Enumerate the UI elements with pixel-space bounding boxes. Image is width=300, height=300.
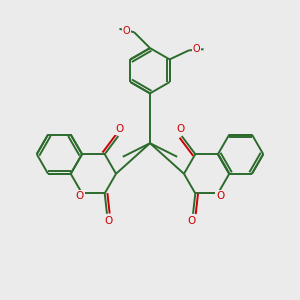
Text: O: O (188, 216, 196, 226)
Text: O: O (76, 191, 84, 201)
Text: O: O (216, 191, 224, 201)
Text: O: O (193, 44, 201, 54)
Text: O: O (122, 26, 130, 36)
Text: O: O (176, 124, 185, 134)
Text: O: O (104, 216, 112, 226)
Text: O: O (115, 124, 124, 134)
